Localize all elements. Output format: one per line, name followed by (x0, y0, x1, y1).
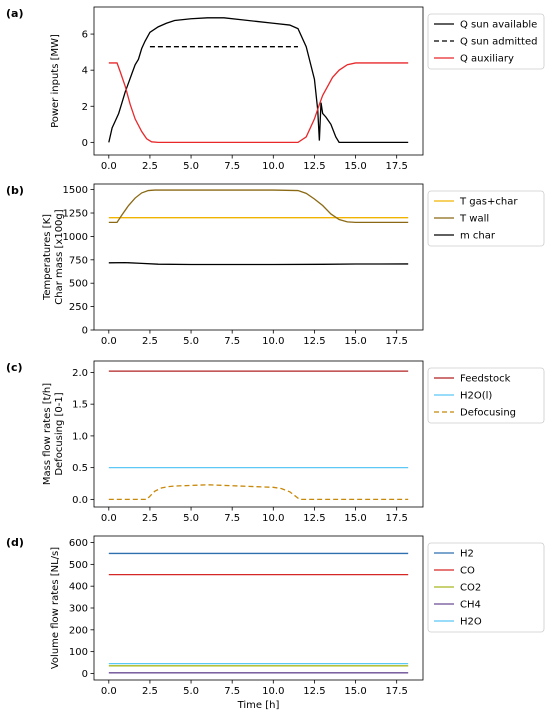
legend-box (427, 13, 545, 70)
legend-entry: H2O(l) (460, 391, 492, 402)
x-tick-label: 10.0 (262, 161, 284, 172)
x-tick-label: 0.0 (101, 513, 117, 524)
y-tick-label: 1.0 (72, 431, 88, 442)
x-tick-label: 2.5 (142, 513, 158, 524)
panel-tag: (c) (6, 361, 23, 374)
y-tick-label: 100 (69, 647, 88, 658)
x-tick-label: 2.5 (142, 161, 158, 172)
panel-0: (a) 0.0 2.5 5.0 7.5 10.0 12.5 15.0 17.5 0 2 4 6 Power… (6, 6, 545, 172)
x-tick-label: 10.0 (262, 686, 284, 697)
series-line-q-sun-available (108, 17, 409, 144)
y-tick-label: 0 (82, 326, 88, 337)
y-tick-label: 2 (82, 102, 88, 113)
legend-entry: Defocusing (460, 408, 516, 419)
y-tick-label: 300 (69, 604, 88, 615)
y-tick-label: 500 (69, 279, 88, 290)
x-tick-label: 15.0 (344, 513, 366, 524)
x-tick-label: 5.0 (183, 161, 199, 172)
y-tick-label: 600 (69, 538, 88, 549)
panel-tag: (a) (6, 7, 23, 20)
y-tick-label: 500 (69, 560, 88, 571)
x-axis-label: Time [h] (237, 700, 280, 711)
legend-box (427, 542, 545, 633)
y-tick-label: 2.0 (72, 368, 88, 379)
x-tick-label: 5.0 (183, 686, 199, 697)
legend-entry: CO (460, 566, 475, 577)
legend-entry: Q auxiliary (460, 54, 514, 65)
x-tick-label: 12.5 (303, 686, 325, 697)
y-axis-label: Defocusing [0-1] (54, 392, 65, 475)
x-tick-label: 2.5 (142, 686, 158, 697)
x-tick-label: 17.5 (386, 686, 408, 697)
x-tick-label: 7.5 (224, 336, 240, 347)
y-tick-label: 1500 (63, 185, 88, 196)
legend-entry: m char (460, 231, 496, 242)
y-tick-label: 1000 (63, 232, 88, 243)
x-tick-label: 12.5 (303, 336, 325, 347)
y-tick-label: 250 (69, 302, 88, 313)
x-tick-label: 10.0 (262, 513, 284, 524)
y-tick-label: 6 (82, 30, 88, 41)
series-line-t-wall (108, 189, 409, 224)
x-tick-label: 5.0 (183, 336, 199, 347)
legend-entry: Q sun available (460, 20, 537, 31)
x-tick-label: 0.0 (101, 336, 117, 347)
panel-tag: (d) (6, 536, 24, 549)
y-tick-label: 0 (82, 138, 88, 149)
y-tick-label: 4 (82, 66, 88, 77)
panel-2: (c) 0.0 2.5 5.0 7.5 10.0 12.5 15.0 17.5 0.0 0.5 1.0… (6, 360, 545, 524)
y-tick-label: 400 (69, 582, 88, 593)
y-tick-label: 750 (69, 255, 88, 266)
x-tick-label: 17.5 (386, 336, 408, 347)
series-line-m-char (108, 261, 409, 266)
axes-frame (93, 6, 424, 156)
x-tick-label: 15.0 (344, 686, 366, 697)
x-tick-label: 0.0 (101, 161, 117, 172)
legend-entry: T wall (459, 214, 489, 225)
axes-frame (93, 360, 424, 508)
series-line-defocusing (108, 484, 409, 501)
x-tick-label: 0.0 (101, 686, 117, 697)
legend-entry: H2O (460, 617, 482, 628)
x-tick-label: 12.5 (303, 513, 325, 524)
y-tick-label: 0 (82, 669, 88, 680)
legend-box (427, 190, 545, 247)
y-tick-label: 0.0 (72, 495, 88, 506)
x-tick-label: 15.0 (344, 161, 366, 172)
legend-entry: CH4 (460, 600, 481, 611)
y-axis-label: Volume flow rates [NL/s] (50, 547, 61, 669)
panel-3: (d) 0.0 2.5 5.0 7.5 10.0 12.5 15.0 17.5 0 100 200 30… (6, 535, 545, 711)
y-axis-label: Char mass [x100g] (54, 209, 65, 304)
series-line-q-auxiliary (108, 62, 409, 144)
x-tick-label: 17.5 (386, 161, 408, 172)
legend-box (427, 367, 545, 424)
x-tick-label: 12.5 (303, 161, 325, 172)
x-tick-label: 7.5 (224, 161, 240, 172)
x-tick-label: 7.5 (224, 686, 240, 697)
y-tick-label: 1.5 (72, 400, 88, 411)
legend-entry: H2 (460, 549, 474, 560)
y-axis-label: Mass flow rates [t/h] (42, 383, 53, 485)
y-tick-label: 1250 (63, 209, 88, 220)
panel-1: (b) 0.0 2.5 5.0 7.5 10.0 12.5 15.0 17.5 0 250 500 75… (6, 183, 545, 347)
legend-entry: Q sun admitted (460, 37, 537, 48)
y-tick-label: 200 (69, 625, 88, 636)
x-tick-label: 10.0 (262, 336, 284, 347)
legend-entry: Feedstock (460, 374, 511, 385)
x-tick-label: 17.5 (386, 513, 408, 524)
legend-entry: CO2 (460, 583, 481, 594)
legend-entry: T gas+char (459, 197, 518, 208)
axes-frame (93, 535, 424, 681)
x-tick-label: 7.5 (224, 513, 240, 524)
x-tick-label: 5.0 (183, 513, 199, 524)
y-tick-label: 0.5 (72, 463, 88, 474)
x-tick-label: 2.5 (142, 336, 158, 347)
axes-frame (93, 183, 424, 331)
y-axis-label: Power inputs [MW] (50, 34, 61, 128)
y-axis-label: Temperatures [K] (42, 214, 53, 301)
panel-tag: (b) (6, 184, 24, 197)
x-tick-label: 15.0 (344, 336, 366, 347)
